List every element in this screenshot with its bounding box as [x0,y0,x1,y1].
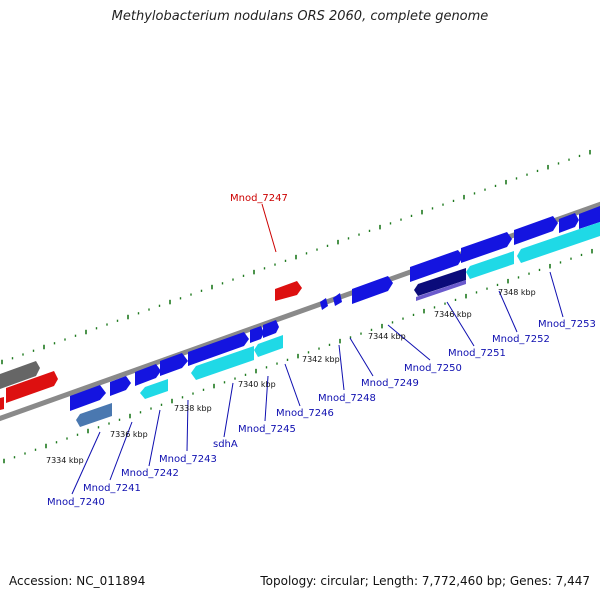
gene-mnod-7243[interactable] [160,353,188,376]
gene-label-mnod-7252[interactable]: Mnod_7252 [492,334,550,345]
gene-label-mnod-7250[interactable]: Mnod_7250 [404,363,462,374]
gene-label-mnod-7242[interactable]: Mnod_7242 [121,468,179,479]
gene-label-mnod-7240[interactable]: Mnod_7240 [47,497,105,508]
gene-rev-8[interactable] [517,222,600,263]
gene-label-mnod-7249[interactable]: Mnod_7249 [361,378,419,389]
accession-text: Accession: NC_011894 [9,574,146,588]
scale-labels: 7334 kbp 7336 kbp 7338 kbp 7340 kbp 7342… [46,288,536,465]
gene-ncrna-left[interactable] [6,371,58,403]
gene-mnod-7248b[interactable] [333,293,342,306]
gene-label-mnod-7251[interactable]: Mnod_7251 [448,348,506,359]
gene-ncrna-edge[interactable] [0,397,4,410]
map-title: Methylobacterium nodulans ORS 2060, comp… [111,9,489,24]
gene-rev-1[interactable] [76,403,112,427]
lower-tick-track [3,248,593,464]
gene-mnod-7249[interactable] [352,276,393,304]
scale-label: 7344 kbp [368,332,406,341]
gene-mnod-7248a[interactable] [320,298,328,310]
scale-label: 7348 kbp [498,288,536,297]
gene-mnod-7246[interactable] [263,320,279,338]
genome-stats-text: Topology: circular; Length: 7,772,460 bp… [260,574,590,588]
scale-label: 7340 kbp [238,380,276,389]
gene-label-mnod-7245[interactable]: Mnod_7245 [238,424,296,435]
upper-tick-track [1,149,591,365]
gene-mnod-7242[interactable] [135,364,161,386]
gene-rev-7[interactable] [466,251,514,279]
gene-mnod-7253b[interactable] [579,206,600,229]
gene-label-mnod-7246[interactable]: Mnod_7246 [276,408,334,419]
gene-mnod-7252[interactable] [514,216,558,245]
gene-features [0,206,600,427]
gene-mnod-7253a[interactable] [559,213,579,233]
gene-labels: Mnod_7247 Mnod_7240 Mnod_7241 Mnod_7242 … [47,193,596,508]
gene-rev-4[interactable] [254,335,283,357]
gene-other-left[interactable] [0,361,40,389]
label-leaders [71,203,564,495]
scale-label: 7346 kbp [434,310,472,319]
gene-mnod-7250[interactable] [410,250,463,282]
gene-mnod-7247[interactable] [275,281,302,301]
scale-label: 7334 kbp [46,456,84,465]
gene-rev-3[interactable] [191,346,254,380]
gene-rev-6[interactable] [416,280,466,301]
gene-sdha[interactable] [188,332,249,366]
gene-label-mnod-7247[interactable]: Mnod_7247 [230,193,288,204]
gene-label-mnod-7243[interactable]: Mnod_7243 [159,454,217,465]
gene-rev-5[interactable] [414,268,466,296]
scale-label: 7338 kbp [174,404,212,413]
gene-mnod-7245[interactable] [250,326,264,343]
gene-rev-2[interactable] [140,379,168,399]
gene-label-mnod-7253[interactable]: Mnod_7253 [538,319,596,330]
genome-backbone [0,201,600,422]
scale-label: 7342 kbp [302,355,340,364]
gene-mnod-7240[interactable] [70,385,106,411]
scale-label: 7336 kbp [110,430,148,439]
gene-mnod-7251[interactable] [461,232,512,263]
gene-label-mnod-7241[interactable]: Mnod_7241 [83,483,141,494]
gene-label-sdha[interactable]: sdhA [213,439,238,450]
gene-label-mnod-7248[interactable]: Mnod_7248 [318,393,376,404]
gene-mnod-7241[interactable] [110,376,131,396]
